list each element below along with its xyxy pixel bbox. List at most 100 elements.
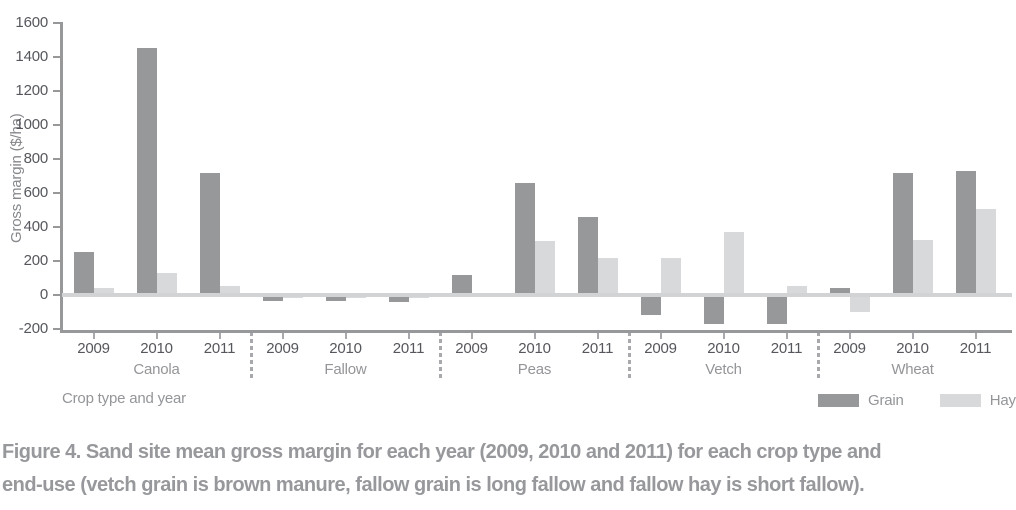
bar-hay-peas-2010	[534, 241, 555, 295]
bar-grain-wheat-2010	[892, 173, 913, 295]
y-axis-line	[60, 22, 63, 333]
x-year-label: 2011	[959, 340, 992, 357]
x-year-label: 2009	[77, 340, 110, 357]
y-tick	[53, 260, 60, 262]
bar-hay-wheat-2011	[975, 209, 996, 295]
bar-hay-vetch-2011	[786, 286, 807, 295]
x-year-label: 2009	[266, 340, 299, 357]
y-tick-label: 800	[23, 150, 49, 167]
x-axis-line	[60, 330, 1012, 333]
y-tick	[53, 192, 60, 194]
x-year-label: 2010	[518, 340, 551, 357]
x-tick	[848, 333, 851, 339]
y-tick	[53, 56, 60, 58]
group-separator	[250, 332, 253, 379]
bar-grain-vetch-2009	[640, 295, 661, 315]
bar-grain-fallow-2009	[262, 295, 283, 301]
bar-grain-canola-2010	[136, 48, 157, 295]
bar-grain-fallow-2010	[325, 295, 346, 301]
bar-grain-wheat-2011	[955, 171, 976, 295]
bar-hay-canola-2009	[93, 288, 114, 295]
y-tick-label: -200	[18, 320, 48, 337]
y-tick-label: 1400	[15, 48, 48, 65]
group-separator	[439, 332, 442, 379]
y-tick-label: 600	[23, 184, 49, 201]
bar-hay-vetch-2009	[660, 258, 681, 295]
bar-hay-wheat-2010	[912, 240, 933, 295]
x-tick	[344, 333, 347, 339]
x-crop-label: Canola	[133, 361, 180, 378]
x-crop-label: Fallow	[324, 361, 367, 378]
x-tick	[974, 333, 977, 339]
x-year-label: 2011	[203, 340, 236, 357]
x-crop-label: Vetch	[705, 361, 742, 378]
bar-grain-peas-2009	[451, 275, 472, 295]
bar-grain-wheat-2009	[829, 288, 850, 295]
y-tick-label: 200	[23, 252, 49, 269]
x-tick	[92, 333, 95, 339]
x-year-label: 2010	[140, 340, 173, 357]
x-tick	[785, 333, 788, 339]
x-tick	[722, 333, 725, 339]
x-tick	[596, 333, 599, 339]
y-tick-label: 1200	[15, 82, 48, 99]
x-year-label: 2011	[581, 340, 614, 357]
x-tick	[155, 333, 158, 339]
x-tick	[281, 333, 284, 339]
bar-grain-canola-2009	[73, 252, 94, 295]
y-tick	[53, 90, 60, 92]
group-separator	[817, 332, 820, 379]
bar-hay-canola-2010	[156, 273, 177, 295]
x-crop-label: Peas	[517, 361, 552, 378]
y-tick	[53, 22, 60, 24]
legend: Grain Hay	[818, 392, 1016, 409]
x-tick	[470, 333, 473, 339]
zero-line	[62, 293, 1012, 297]
gross-margin-bar-chart: 1600 1400 1200 1000 800 600 400 200 0 -200 2009 201…	[15, 14, 1012, 379]
bar-grain-canola-2011	[199, 173, 220, 295]
x-year-label: 2011	[770, 340, 803, 357]
figure-caption-line-1: Figure 4. Sand site mean gross margin fo…	[2, 441, 882, 463]
bar-hay-peas-2011	[597, 258, 618, 295]
bar-hay-wheat-2009	[849, 295, 870, 312]
x-crop-label: Wheat	[891, 361, 934, 378]
x-year-label: 2009	[833, 340, 866, 357]
x-year-label: 2010	[329, 340, 362, 357]
x-tick	[533, 333, 536, 339]
figure-caption-line-2: end-use (vetch grain is brown manure, fa…	[2, 474, 865, 496]
x-tick	[911, 333, 914, 339]
legend-item-grain: Grain	[818, 392, 904, 409]
x-tick	[659, 333, 662, 339]
y-tick	[53, 328, 60, 330]
bar-hay-canola-2011	[219, 286, 240, 295]
x-axis-title: Crop type and year	[62, 390, 186, 407]
legend-label: Hay	[989, 392, 1016, 409]
x-year-label: 2010	[896, 340, 929, 357]
y-tick-label: 1000	[15, 116, 48, 133]
bar-hay-vetch-2010	[723, 232, 744, 295]
y-tick	[53, 158, 60, 160]
y-tick-label: 0	[39, 286, 48, 303]
x-year-label: 2009	[455, 340, 488, 357]
x-tick	[218, 333, 221, 339]
bar-grain-fallow-2011	[388, 295, 409, 302]
group-separator	[628, 332, 631, 379]
legend-label: Grain	[868, 392, 904, 409]
x-year-label: 2010	[707, 340, 740, 357]
y-tick-label: 1600	[15, 14, 48, 31]
bar-grain-peas-2011	[577, 217, 598, 295]
y-tick	[53, 294, 60, 296]
x-tick	[407, 333, 410, 339]
figure-caption: Figure 4. Sand site mean gross margin fo…	[2, 436, 1014, 502]
y-tick	[53, 124, 60, 126]
legend-swatch-grain	[818, 394, 859, 407]
y-tick	[53, 226, 60, 228]
bar-grain-vetch-2010	[703, 295, 724, 324]
x-year-label: 2009	[644, 340, 677, 357]
bar-grain-vetch-2011	[766, 295, 787, 324]
bar-grain-peas-2010	[514, 183, 535, 295]
x-year-label: 2011	[392, 340, 425, 357]
legend-swatch-hay	[939, 394, 981, 407]
legend-item-hay: Hay	[939, 392, 1016, 409]
